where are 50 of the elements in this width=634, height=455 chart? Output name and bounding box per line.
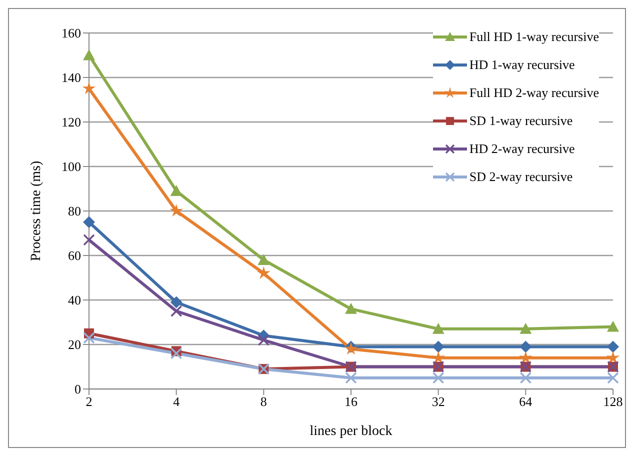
x-tick-label: 16 bbox=[344, 394, 358, 410]
point bbox=[432, 372, 444, 384]
x-tick-label: 64 bbox=[519, 394, 533, 410]
legend-label: SD 2-way recursive bbox=[469, 169, 573, 185]
y-tick-label: 160 bbox=[62, 26, 81, 41]
legend-label: Full HD 1-way recursive bbox=[469, 29, 599, 45]
y-tick-label: 20 bbox=[68, 337, 81, 352]
y-axis-title: Process time (ms) bbox=[28, 160, 44, 262]
point bbox=[258, 334, 270, 346]
point bbox=[432, 350, 445, 364]
point bbox=[520, 372, 532, 384]
point bbox=[520, 322, 532, 334]
point bbox=[432, 340, 444, 353]
legend-label: HD 1-way recursive bbox=[469, 57, 575, 73]
y-tick-label: 120 bbox=[62, 114, 81, 130]
point bbox=[82, 82, 96, 94]
point bbox=[606, 350, 620, 364]
point bbox=[83, 216, 95, 228]
point bbox=[345, 302, 357, 314]
legend-label: HD 2-way recursive bbox=[469, 141, 575, 157]
point bbox=[83, 234, 95, 246]
legend-label: Full HD 2-way recursive bbox=[469, 85, 599, 101]
y-tick-label: 40 bbox=[68, 292, 81, 308]
point bbox=[519, 350, 532, 364]
y-tick-label: 100 bbox=[62, 159, 81, 174]
y-tick-label: 80 bbox=[68, 204, 81, 219]
legend-label: SD 1-way recursive bbox=[469, 113, 573, 129]
point bbox=[258, 254, 270, 265]
point bbox=[83, 49, 95, 60]
y-tick-label: 0 bbox=[74, 382, 81, 397]
point bbox=[520, 340, 532, 353]
point bbox=[432, 322, 444, 334]
point bbox=[170, 305, 182, 318]
point bbox=[257, 266, 270, 279]
point bbox=[607, 372, 619, 384]
point bbox=[607, 340, 619, 353]
y-tick-label: 140 bbox=[62, 70, 81, 86]
x-axis-title: lines per block bbox=[310, 424, 392, 439]
point bbox=[170, 296, 182, 308]
point bbox=[83, 332, 95, 344]
point bbox=[345, 372, 357, 384]
point bbox=[170, 348, 182, 360]
y-tick-label: 60 bbox=[68, 248, 81, 264]
point bbox=[170, 204, 183, 217]
x-tick-label: 128 bbox=[603, 394, 623, 410]
point bbox=[607, 320, 619, 332]
x-tick-label: 2 bbox=[86, 394, 92, 410]
x-tick-label: 32 bbox=[432, 394, 445, 410]
x-tick-label: 8 bbox=[260, 394, 267, 410]
x-tick-label: 4 bbox=[173, 394, 180, 410]
